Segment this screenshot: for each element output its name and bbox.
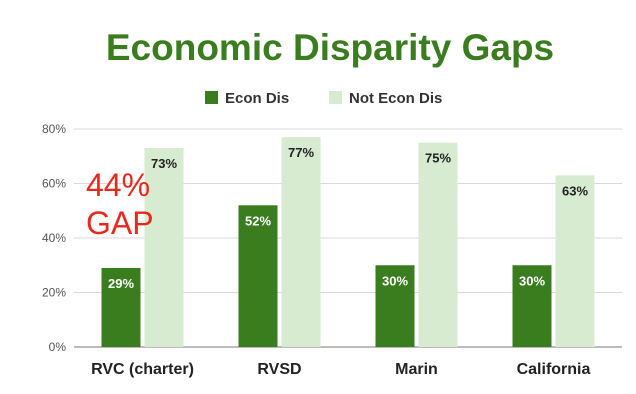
- legend-label-not-econ-dis: Not Econ Dis: [349, 90, 442, 107]
- y-tick-label: 60%: [42, 177, 66, 191]
- y-tick-label: 80%: [42, 122, 66, 136]
- bar-econ-dis: [101, 267, 141, 347]
- bar-econ-dis: [375, 265, 415, 347]
- legend: Econ Dis Not Econ Dis: [205, 90, 442, 107]
- bar-econ-dis: [238, 205, 278, 347]
- bar-value-label: 30%: [519, 273, 545, 288]
- y-axis-ticks: 0% 20% 40% 60% 80%: [42, 122, 66, 354]
- x-category-label: RVSD: [257, 361, 301, 378]
- bar-not-econ-dis: [281, 137, 321, 347]
- bar-value-label: 30%: [382, 273, 408, 288]
- bar-not-econ-dis: [555, 175, 595, 347]
- bar-value-label: 52%: [245, 213, 271, 228]
- bar-not-econ-dis: [144, 148, 184, 347]
- bar-econ-dis: [512, 265, 552, 347]
- y-tick-label: 0%: [49, 340, 67, 354]
- gap-annotation-label: GAP: [86, 205, 154, 241]
- chart-title: Economic Disparity Gaps: [106, 27, 554, 68]
- legend-label-econ-dis: Econ Dis: [225, 90, 289, 107]
- y-tick-label: 20%: [42, 286, 66, 300]
- x-axis-categories: RVC (charter) RVSD Marin California: [91, 361, 590, 378]
- bar-not-econ-dis: [418, 142, 458, 347]
- bar-value-label: 73%: [151, 156, 177, 171]
- bars: [101, 137, 595, 347]
- legend-swatch-not-econ-dis: [329, 91, 342, 104]
- bar-value-label: 29%: [108, 276, 134, 291]
- y-tick-label: 40%: [42, 231, 66, 245]
- x-category-label: RVC (charter): [91, 361, 194, 378]
- gap-annotation-value: 44%: [86, 167, 150, 203]
- x-category-label: Marin: [395, 361, 438, 378]
- bar-value-label: 77%: [288, 145, 314, 160]
- x-category-label: California: [517, 361, 591, 378]
- bar-value-label: 75%: [425, 151, 451, 166]
- bar-value-label: 63%: [562, 183, 588, 198]
- data-labels: 29% 73% 52% 77% 30% 75% 30% 63%: [108, 145, 588, 291]
- legend-swatch-econ-dis: [205, 91, 218, 104]
- gap-annotation: 44% GAP: [86, 167, 154, 241]
